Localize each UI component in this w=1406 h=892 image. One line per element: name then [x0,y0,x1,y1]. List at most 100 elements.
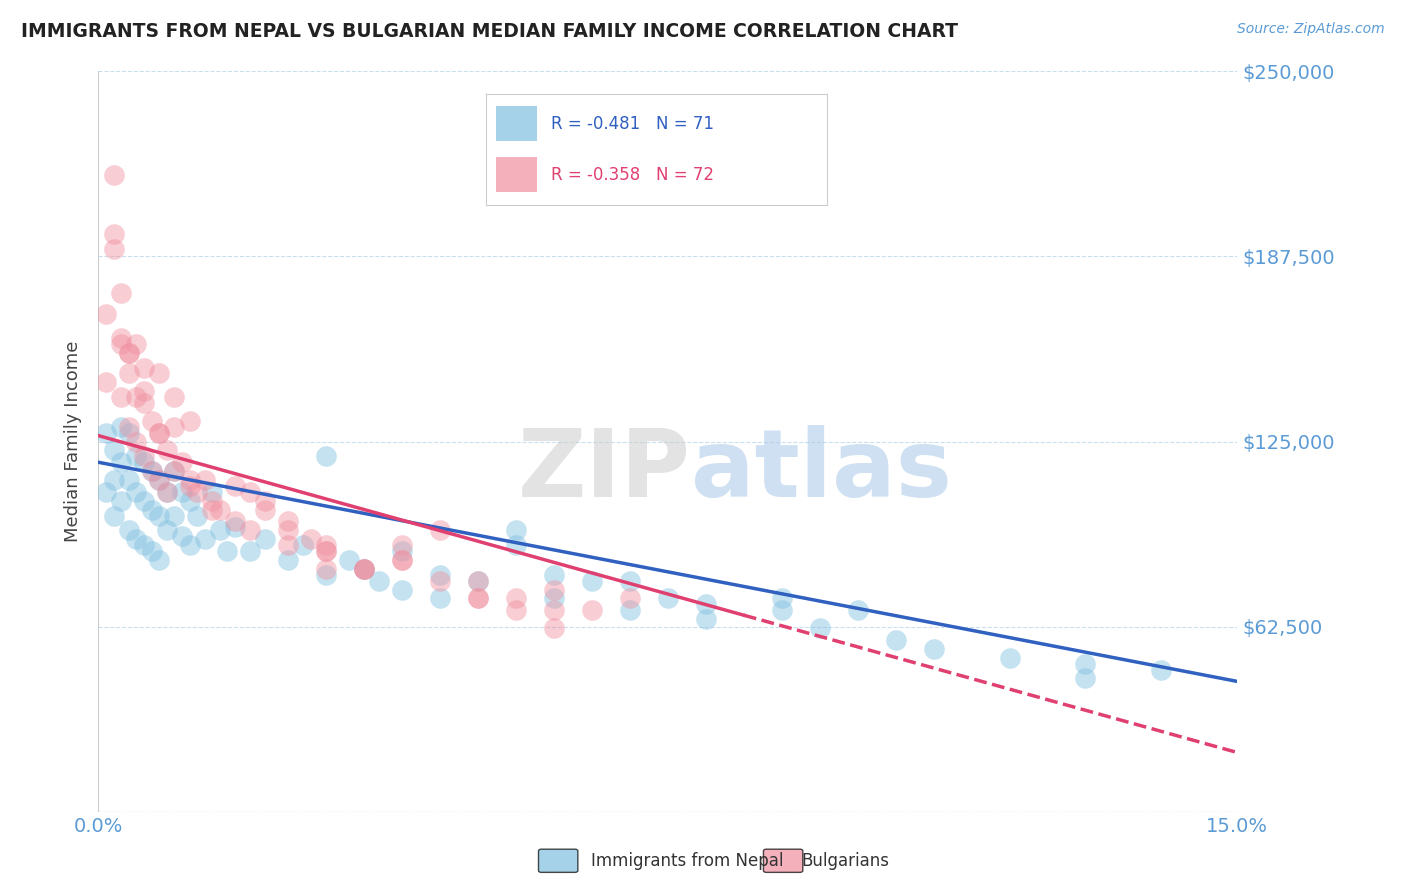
Point [125,533,148,547]
Point [118,367,141,381]
Point [429,591,451,606]
Point [695,612,717,626]
FancyBboxPatch shape [538,849,578,872]
Point [148,473,170,487]
Point [353,562,375,576]
Point [543,567,565,582]
Point [353,562,375,576]
Point [619,574,641,588]
Point [170,484,193,499]
Point [254,533,277,547]
Point [163,464,186,478]
Point [148,425,170,440]
Point [170,529,193,543]
Point [277,538,299,552]
Text: Immigrants from Nepal: Immigrants from Nepal [591,852,783,870]
Point [695,598,717,612]
Point [353,562,375,576]
Point [132,360,155,375]
Point [110,493,132,508]
Point [391,582,413,597]
Point [315,567,337,582]
Point [239,544,262,558]
Point [103,242,125,256]
Point [110,286,132,301]
Point [118,345,141,359]
Point [543,603,565,617]
Point [148,425,170,440]
Point [657,591,679,606]
Point [110,390,132,404]
Point [170,455,193,469]
Point [770,591,793,606]
Point [125,336,148,351]
Point [163,508,186,523]
Point [467,574,489,588]
Point [110,336,132,351]
Point [132,384,155,399]
Point [315,544,337,558]
Point [186,508,208,523]
Point [201,484,224,499]
Point [277,515,299,529]
Point [118,345,141,359]
Point [505,603,527,617]
Point [125,390,148,404]
Point [194,533,217,547]
Point [201,502,224,516]
Point [391,553,413,567]
Y-axis label: Median Family Income: Median Family Income [65,341,83,542]
Point [156,443,179,458]
Point [808,621,831,635]
Point [254,502,277,516]
Point [179,414,201,428]
Point [581,603,603,617]
Point [998,650,1021,665]
Point [922,641,945,656]
Point [543,582,565,597]
Text: Bulgarians: Bulgarians [801,852,890,870]
Point [467,591,489,606]
Point [224,515,246,529]
Point [141,502,163,516]
Point [186,484,208,499]
Point [277,524,299,538]
Point [110,455,132,469]
Point [125,434,148,449]
Point [1074,657,1097,671]
Point [103,473,125,487]
Point [156,524,179,538]
Point [239,524,262,538]
Point [543,621,565,635]
Point [391,538,413,552]
Point [125,484,148,499]
Point [543,591,565,606]
Point [163,464,186,478]
Point [132,493,155,508]
Point [94,376,117,390]
Point [94,484,117,499]
Point [194,473,217,487]
Point [254,493,277,508]
Point [315,450,337,464]
Point [315,544,337,558]
Text: Source: ZipAtlas.com: Source: ZipAtlas.com [1237,22,1385,37]
Point [148,367,170,381]
Point [429,574,451,588]
Point [619,603,641,617]
Point [103,168,125,182]
Point [315,562,337,576]
Point [179,479,201,493]
Point [619,591,641,606]
Point [337,553,360,567]
Point [239,484,262,499]
Point [156,484,179,499]
Point [391,544,413,558]
Point [505,524,527,538]
Text: atlas: atlas [690,425,952,517]
Point [103,443,125,458]
Point [94,307,117,321]
Point [118,425,141,440]
Point [110,419,132,434]
Text: ZIP: ZIP [517,425,690,517]
